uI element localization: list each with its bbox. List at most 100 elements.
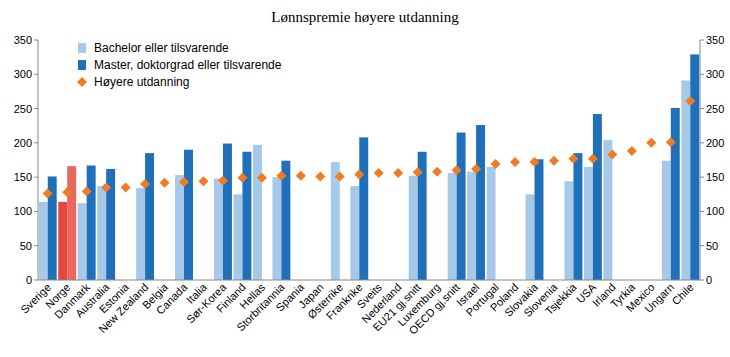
y2-tick	[700, 142, 704, 143]
plot-marks	[39, 54, 699, 280]
marker	[160, 178, 170, 188]
bar	[67, 166, 76, 280]
x-tick-label: New Zealand	[96, 281, 150, 335]
bar	[476, 125, 485, 280]
bar	[214, 179, 223, 280]
y2-tick-label: 50	[706, 240, 718, 252]
bar	[681, 80, 690, 280]
legend: Bachelor eller tilsvarende Master, doktor…	[77, 41, 282, 89]
marker	[218, 176, 228, 186]
y-tick	[34, 108, 38, 109]
y-tick	[34, 280, 38, 281]
marker	[413, 167, 423, 177]
marker	[179, 177, 189, 187]
marker	[646, 138, 656, 148]
y2-tick	[700, 108, 704, 109]
y-tick-label: 350	[14, 34, 32, 46]
bar	[350, 186, 359, 280]
marker	[199, 176, 209, 186]
bar	[448, 173, 457, 280]
y-tick	[34, 40, 38, 41]
bar	[58, 202, 67, 280]
legend-swatch	[77, 77, 87, 87]
y2-tick	[700, 211, 704, 212]
bar	[457, 133, 466, 280]
marker	[685, 96, 695, 106]
x-axis	[38, 280, 700, 281]
y2-tick-label: 0	[706, 274, 712, 286]
x-tick-label: Chile	[669, 281, 695, 307]
marker	[452, 165, 462, 175]
bar	[662, 161, 671, 280]
y-tick-label: 250	[14, 103, 32, 115]
marker	[354, 169, 364, 179]
marker	[276, 171, 286, 181]
bar	[242, 152, 251, 280]
marker	[510, 157, 520, 167]
marker	[607, 150, 617, 160]
y2-tick	[700, 40, 704, 41]
y2-tick-label: 350	[706, 34, 724, 46]
marker	[82, 187, 92, 197]
legend-swatch	[78, 60, 86, 70]
y2-tick	[700, 280, 704, 281]
y2-tick	[700, 74, 704, 75]
y-tick	[34, 177, 38, 178]
marker	[491, 159, 501, 169]
legend-label: Master, doktorgrad eller tilsvarende	[94, 58, 282, 72]
legend-label: Bachelor eller tilsvarende	[94, 41, 229, 55]
y2-tick-label: 100	[706, 205, 724, 217]
bar	[97, 186, 106, 280]
legend-label: Høyere utdanning	[94, 75, 189, 89]
bar	[603, 140, 612, 280]
bar	[467, 172, 476, 280]
marker	[530, 157, 540, 167]
bar	[253, 145, 262, 280]
y2-tick-label: 250	[706, 103, 724, 115]
marker	[62, 187, 72, 197]
marker	[315, 171, 325, 181]
y-tick-label: 0	[26, 274, 32, 286]
marker	[257, 173, 267, 183]
bar	[690, 54, 699, 280]
bar	[272, 177, 281, 280]
marker	[393, 168, 403, 178]
y-axis	[38, 40, 39, 280]
bar	[359, 137, 368, 280]
title: Lønnspremie høyere utdanning	[271, 9, 459, 25]
marker	[588, 154, 598, 164]
y-tick	[34, 142, 38, 143]
y2-tick-label: 300	[706, 68, 724, 80]
marker	[296, 171, 306, 181]
marker	[568, 154, 578, 164]
y-tick	[34, 211, 38, 212]
x-tick-label: OECD gj.snitt	[406, 281, 462, 337]
bar	[78, 203, 87, 280]
bar	[487, 167, 496, 280]
y-tick-label: 50	[20, 240, 32, 252]
marker	[374, 168, 384, 178]
bar	[175, 175, 184, 280]
bar	[593, 114, 602, 280]
y-tick	[34, 74, 38, 75]
bar	[535, 159, 544, 280]
bar	[145, 153, 154, 280]
y-tick-label: 300	[14, 68, 32, 80]
bar	[233, 194, 242, 280]
legend-swatch	[78, 43, 86, 53]
marker	[43, 189, 53, 199]
marker	[237, 173, 247, 183]
marker	[666, 137, 676, 147]
y2-tick-label: 150	[706, 171, 724, 183]
y2-tick-label: 200	[706, 137, 724, 149]
bar	[87, 165, 96, 280]
y2-axis	[700, 40, 701, 280]
y2-tick	[700, 245, 704, 246]
bar	[573, 153, 582, 280]
marker	[432, 167, 442, 177]
y-tick	[34, 245, 38, 246]
marker	[335, 171, 345, 181]
bar	[584, 167, 593, 280]
marker	[471, 164, 481, 174]
marker	[549, 156, 559, 166]
